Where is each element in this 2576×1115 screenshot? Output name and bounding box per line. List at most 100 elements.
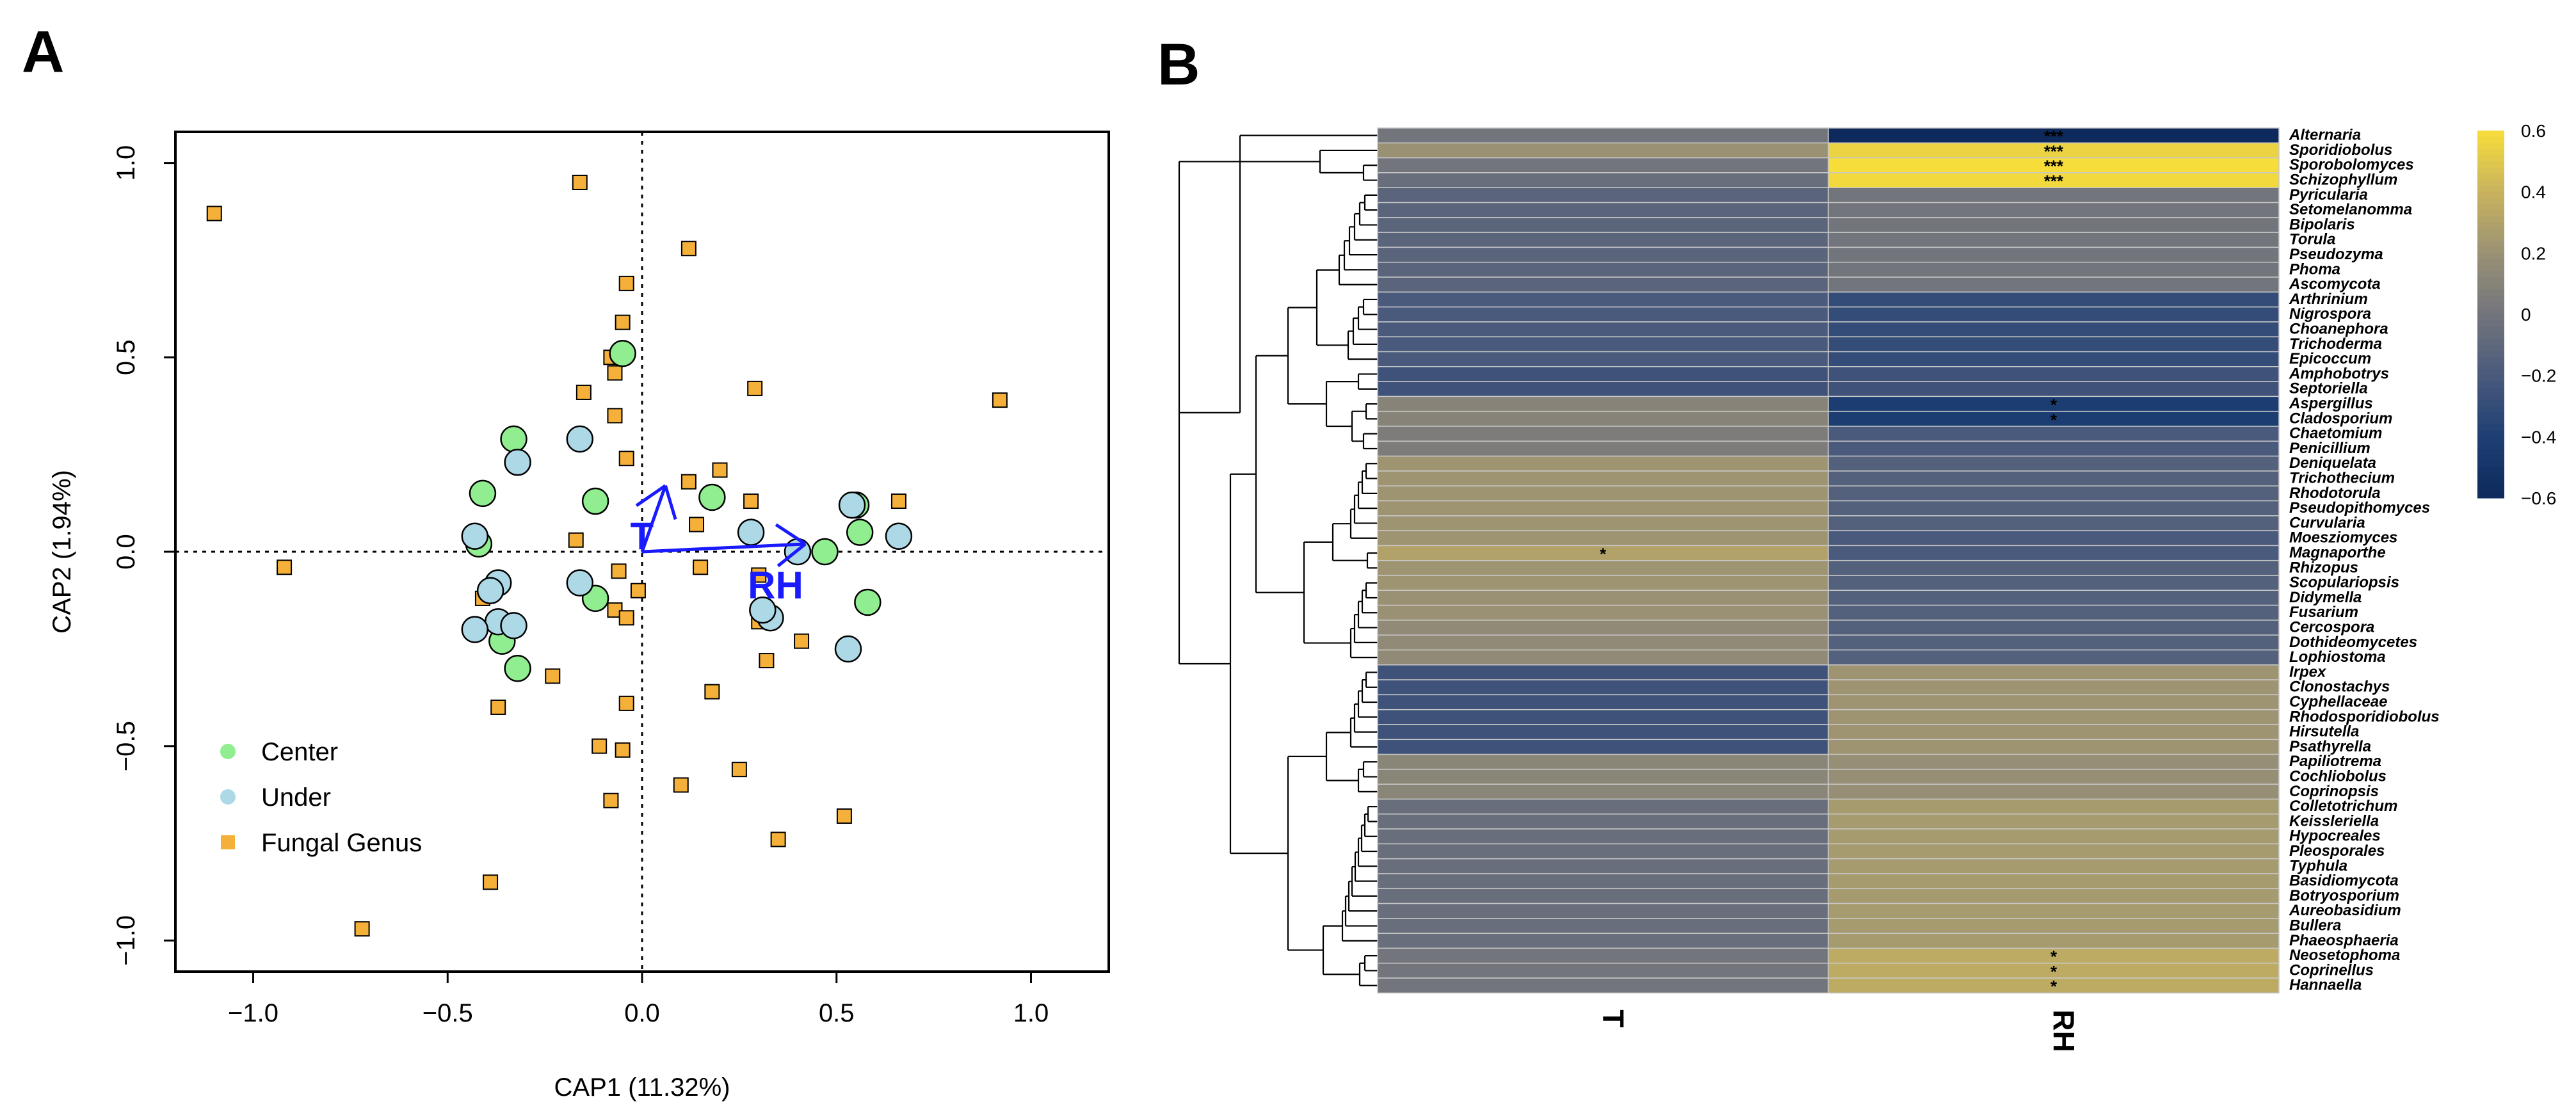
heatmap-cell-rh [1828,218,2279,232]
heatmap-cell-t [1378,620,1828,635]
heatmap-cell-t [1378,799,1828,814]
heatmap-cell-t [1378,784,1828,799]
y-tick-label: 1.0 [112,145,140,181]
colorbar-segment [2477,492,2504,498]
colorbar-segment [2477,259,2504,266]
y-tick-label: −0.5 [112,721,140,771]
fungal-genus-point [573,175,587,189]
heatmap-cell-t [1378,292,1828,307]
legend-center-swatch [220,744,236,759]
colorbar-segment [2477,173,2504,180]
heatmap-cell-t [1378,665,1828,680]
heatmap-cell-t [1378,396,1828,411]
fungal-genus-point [732,762,746,776]
y-tick-label: 0.0 [112,534,140,570]
center-site-point [847,520,873,545]
heatmap-cell-rh [1828,606,2279,620]
heatmap-cell-t [1378,710,1828,725]
x-tick-label: 0.5 [819,999,855,1027]
heatmap-cell-rh [1828,904,2279,918]
heatmap-cell-rh [1828,322,2279,337]
heatmap-cell-rh [1828,367,2279,381]
colorbar-segment [2477,290,2504,296]
colorbar-segment [2477,333,2504,339]
fungal-genus-point [608,366,622,380]
heatmap-cell-t [1378,978,1828,993]
genus-label: Hannaella [2289,977,2362,994]
under-site-point [462,616,488,642]
heatmap-cell-rh [1828,247,2279,262]
colorbar-segment [2477,437,2504,443]
heatmap-cell-rh [1828,203,2279,218]
heatmap-cell-rh [1828,292,2279,307]
colorbar-segment [2477,388,2504,394]
heatmap-cell-t [1378,680,1828,694]
genus-labels: AlternariaSporidiobolusSporobolomycesSch… [2289,127,2440,994]
under-site-point [835,636,861,662]
heatmap-cell-rh [1828,784,2279,799]
colorbar-segment [2477,241,2504,247]
heatmap-cell-t [1378,769,1828,784]
fungal-genus-point [674,778,688,792]
center-site-point [505,655,531,681]
colorbar-segment [2477,186,2504,192]
colorbar-segment [2477,443,2504,449]
heatmap-cell-t [1378,352,1828,367]
colorbar-segment [2477,210,2504,216]
heatmap-cell-t [1378,933,1828,948]
fungal-genus-point [993,393,1007,407]
heatmap-cell-rh [1828,620,2279,635]
heatmap-cell-rh [1828,859,2279,874]
heatmap-cell-rh [1828,471,2279,486]
heatmap-cell-t [1378,322,1828,337]
heatmap-cell-t [1378,188,1828,202]
colorbar-segment [2477,419,2504,425]
significance-star: *** [2044,172,2064,191]
center-site-point [812,539,838,565]
heatmap-cell-t [1378,381,1828,396]
fungal-genus-point [892,494,906,508]
center-site-point [855,590,880,615]
colorbar-segment [2477,131,2504,137]
heatmap-cell-t [1378,635,1828,650]
vector-label-rh: RH [748,564,803,607]
fungal-genus-point [620,277,634,291]
heatmap-cell-t [1378,456,1828,471]
colorbar-segment [2477,265,2504,271]
vector-arrowhead [665,486,675,520]
colorbar-segment [2477,381,2504,388]
colorbar-tick-label: −0.6 [2521,488,2556,508]
fungal-genus-point [705,685,719,699]
colorbar-segment [2477,223,2504,229]
under-site-point [886,524,912,549]
heatmap-cell-rh [1828,337,2279,351]
legend: Center Under Fungal Genus [220,738,422,857]
fungal-genus-point [608,408,622,422]
heatmap-cell-rh [1828,441,2279,456]
colorbar-segment [2477,369,2504,376]
heatmap-cell-t [1378,367,1828,381]
x-axis-ticks: −1.0 −0.5 0.0 0.5 1.0 [228,972,1049,1027]
colorbar-segment [2477,278,2504,284]
heatmap-cell-rh [1828,590,2279,605]
heatmap-cell-t [1378,486,1828,501]
center-site-point [610,341,636,366]
under-site-point [567,426,593,452]
heatmap-cell-rh [1828,694,2279,709]
heatmap-cell-rh [1828,307,2279,322]
heatmap-cell-t [1378,814,1828,829]
colorbar-segment [2477,467,2504,474]
colorbar-segment [2477,192,2504,198]
under-site-point [738,520,764,545]
panel-a-label: A [22,19,64,84]
colorbar-segment [2477,424,2504,431]
under-site-point [505,449,531,475]
under-site-point [478,578,503,604]
column-label-t: T [1597,1009,1630,1027]
correlation-heatmap: ****************** AlternariaSporidiobol… [1179,121,2556,1052]
heatmap-cells [1378,128,2279,993]
heatmap-cell-rh [1828,769,2279,784]
colorbar-tick-label: −0.4 [2521,427,2556,447]
center-site-point [699,485,725,510]
heatmap-cell-rh [1828,516,2279,531]
